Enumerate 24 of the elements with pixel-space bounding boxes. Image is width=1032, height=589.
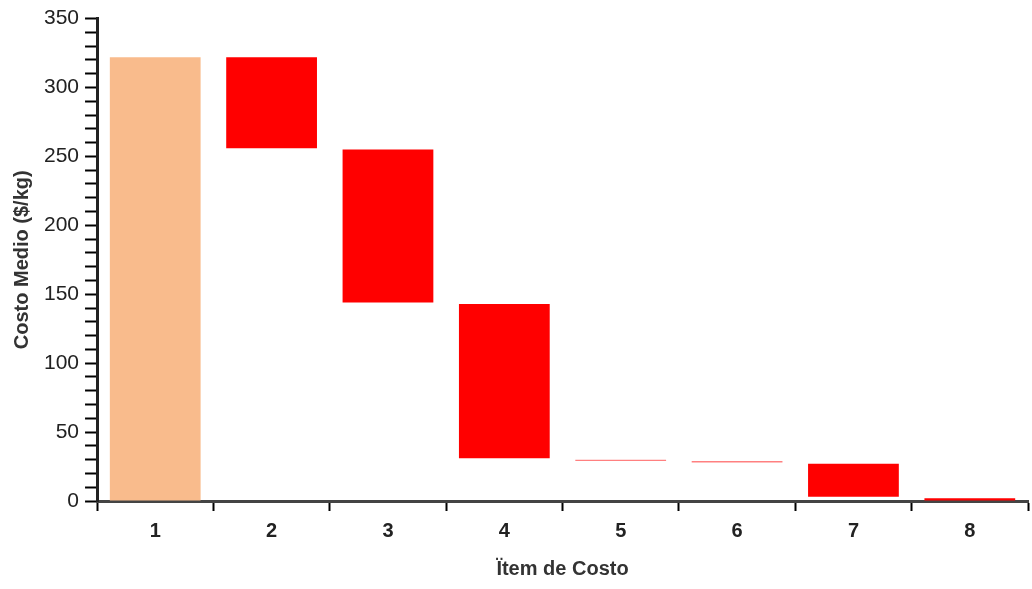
- x-tick-label: 4: [498, 518, 511, 541]
- x-tick-label: 6: [731, 518, 743, 541]
- bar: [808, 463, 899, 497]
- bar: [924, 498, 1016, 501]
- y-tick-label: 150: [43, 281, 80, 305]
- x-tick-label: 1: [149, 518, 161, 541]
- y-tick-label: 100: [43, 349, 80, 373]
- bar: [226, 57, 317, 149]
- y-tick-label: 250: [43, 143, 80, 167]
- bar: [109, 57, 201, 501]
- x-tick-label: 8: [964, 518, 976, 541]
- x-axis-title: Ïtem de Costo: [495, 556, 629, 579]
- y-tick-label: 350: [43, 5, 80, 29]
- x-tick-label: 5: [615, 518, 627, 541]
- x-tick-label: 7: [847, 518, 860, 541]
- y-tick-label: 50: [55, 418, 80, 442]
- bar: [458, 303, 550, 459]
- bar: [342, 149, 434, 303]
- y-axis-title: Costo Medio ($/kg): [9, 170, 32, 350]
- y-tick-label: 300: [43, 74, 80, 98]
- x-tick-label: 2: [266, 518, 278, 541]
- y-tick-label: 200: [43, 212, 80, 236]
- y-tick-label: 0: [67, 487, 80, 511]
- x-tick-label: 3: [382, 518, 394, 541]
